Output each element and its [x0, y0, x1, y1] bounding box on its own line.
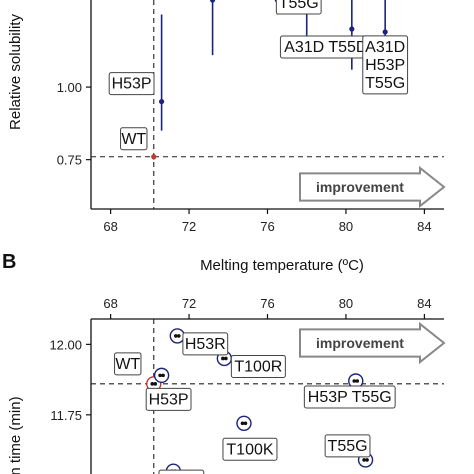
- panel-a-label-4: T55G: [275, 0, 322, 15]
- panel-a-xlabel: Melting temperature (ºC): [200, 257, 364, 274]
- panel-a-point: [151, 154, 157, 160]
- panel-b-label-2-box: [114, 352, 142, 376]
- panel-a-xtick-label: 80: [339, 219, 353, 234]
- panel-b-point: [161, 373, 165, 378]
- panel-a-xtick-label: 72: [182, 219, 196, 234]
- panel-a-label-3-text: A31D: [365, 39, 405, 56]
- panel-a-label-1-box: [108, 72, 155, 96]
- panel-b-xtick-label: 76: [260, 296, 274, 311]
- panel-a-label-3-text: H53P: [365, 57, 405, 74]
- panel-b-label-1-box: [230, 354, 286, 378]
- panel-b-ytick-label: 12.00: [49, 337, 82, 352]
- panel-b-point: [365, 458, 369, 462]
- panel-a-point: [159, 98, 165, 105]
- panel-b-label-5-box: [222, 437, 278, 461]
- panel-b-xtick-label: 72: [182, 296, 196, 311]
- panel-b-label-2: WT: [114, 352, 142, 376]
- panel-b-label-4: H53P T55G: [303, 385, 396, 409]
- panel-b-label-4-text: H53P T55G: [308, 389, 392, 406]
- panel-a-point: [382, 29, 388, 35]
- panel-b-point: [176, 334, 181, 338]
- panel-a-point: [209, 0, 216, 3]
- panel-a-improvement-arrow-label: improvement: [316, 179, 404, 195]
- panel-b-improvement-arrow-shape: [299, 321, 446, 365]
- panel-b-point: [240, 421, 245, 426]
- panel-b-label-0-text: H53R: [185, 336, 226, 353]
- panel-a-xtick-label: 68: [103, 219, 117, 234]
- panel-b-label-2-text: WT: [115, 356, 140, 373]
- panel-b-label-4-box: [303, 385, 396, 409]
- panel-b-label-1: T100R: [230, 354, 286, 378]
- panel-b-ytick-label: 11.75: [50, 408, 82, 423]
- panel-a-label-4-box: [275, 0, 322, 15]
- panel-b-label-7: A31D: [158, 469, 205, 474]
- panel-b-label-6: T55G: [324, 434, 371, 458]
- panel-b-point: [362, 458, 366, 462]
- panel-a-label-0-box: [120, 127, 148, 151]
- panel-a-xtick-label: 84: [417, 219, 431, 234]
- panel-a-improvement-arrow-shape: [299, 165, 446, 209]
- panel-b-label-0: H53R: [182, 332, 229, 356]
- panel-a-improvement-arrow: improvement: [299, 165, 446, 209]
- panel-b-point: [153, 382, 158, 386]
- panel-b-point: [158, 373, 162, 378]
- panel-a-label-3-box: [362, 35, 409, 95]
- panel-b-label-1-text: T100R: [234, 358, 282, 375]
- panel-b-xtick-label: 84: [417, 296, 431, 311]
- panel-b-point: [150, 382, 155, 386]
- panel-b-point: [173, 334, 178, 338]
- panel-a-xtick-label: 76: [260, 219, 274, 234]
- panel-a-ytick-label: 1.00: [57, 80, 82, 95]
- panel-a-label-2-text: A31D T55D: [284, 39, 367, 56]
- panel-a-ylabel: Relative solubility: [7, 14, 24, 130]
- panel-b-label-6-text: T55G: [328, 438, 368, 455]
- panel-b-point: [224, 356, 228, 361]
- panel-a-label-0: WT: [120, 127, 148, 151]
- panel-b-ylabel: n time (min): [7, 396, 24, 474]
- panel-b-label-5-text: T100K: [226, 441, 273, 458]
- panel-b-point: [355, 379, 360, 383]
- panel-b-xtick-label: 80: [339, 296, 353, 311]
- panel-b-point: [352, 379, 357, 383]
- panel-b-improvement-arrow: improvement: [299, 321, 446, 365]
- panel-a-label-1-text: H53P: [112, 76, 152, 93]
- panel-a-label-2: A31D T55D: [279, 35, 372, 59]
- panel-b-label-6-box: [324, 434, 371, 458]
- panel-a-label-4-text: T55G: [279, 0, 319, 12]
- panel-b-plot: 68 72 76 80 84 11.75 12.00 H53R T100R WT H53P H53P …: [49, 296, 446, 474]
- panel-b-label-7-box: [158, 469, 205, 474]
- panel-b-improvement-arrow-label: improvement: [316, 335, 404, 351]
- panel-b-letter: B: [2, 251, 16, 273]
- panel-b-label-3-text: H53P: [149, 391, 189, 408]
- panel-a-label-0-text: WT: [121, 131, 146, 148]
- panel-a-point: [349, 26, 355, 32]
- panel-b-point: [243, 421, 248, 426]
- panel-b-label-5: T100K: [222, 437, 278, 461]
- panel-b-label-3-box: [145, 387, 192, 411]
- panel-b-point: [221, 356, 225, 361]
- panel-a-label-3-text: T55G: [365, 75, 405, 92]
- panel-a-ytick-label: 0.75: [57, 153, 82, 168]
- panel-b-xtick-label: 68: [103, 296, 117, 311]
- panel-b-label-3: H53P: [145, 387, 192, 411]
- panel-a-label-1: H53P: [108, 72, 155, 96]
- panel-b-label-0-box: [182, 332, 229, 356]
